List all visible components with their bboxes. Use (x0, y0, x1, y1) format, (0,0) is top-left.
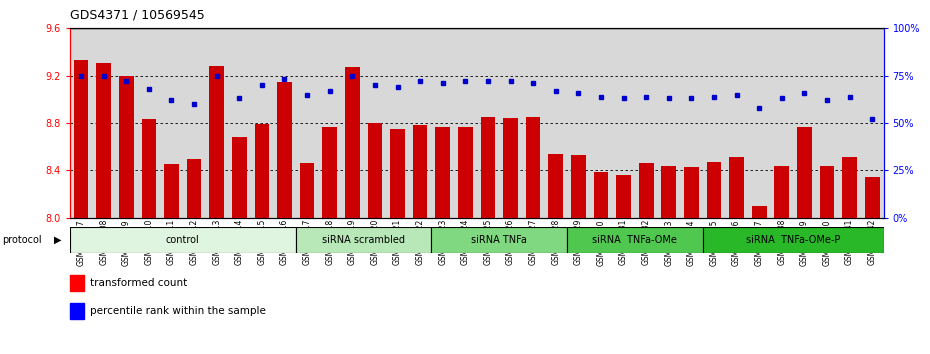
Bar (549, 154, 563, 218)
Text: percentile rank within the sample: percentile rank within the sample (90, 306, 266, 316)
Text: transformed count: transformed count (90, 278, 187, 288)
Bar (232, 137, 246, 218)
Text: siRNA TNFa: siRNA TNFa (472, 235, 527, 245)
Bar (119, 76, 134, 218)
Text: GDS4371 / 10569545: GDS4371 / 10569545 (70, 9, 205, 22)
Bar (435, 127, 450, 218)
Bar (729, 157, 744, 218)
Bar (684, 167, 698, 218)
Bar (299, 163, 314, 218)
Bar (639, 163, 654, 218)
Bar (367, 123, 382, 218)
Bar (164, 165, 179, 218)
Bar (323, 127, 337, 218)
Bar (413, 125, 428, 218)
FancyBboxPatch shape (70, 227, 296, 253)
FancyBboxPatch shape (432, 227, 567, 253)
FancyBboxPatch shape (703, 227, 884, 253)
Bar (345, 67, 360, 218)
Text: siRNA  TNFa-OMe: siRNA TNFa-OMe (592, 235, 677, 245)
Bar (707, 162, 722, 218)
Text: protocol: protocol (2, 235, 42, 245)
Bar (70, 303, 85, 319)
Bar (391, 129, 405, 218)
Bar (661, 166, 676, 218)
Bar (97, 63, 111, 218)
Text: siRNA  TNFa-OMe-P: siRNA TNFa-OMe-P (746, 235, 841, 245)
Bar (255, 124, 269, 218)
Bar (751, 206, 766, 218)
Bar (277, 81, 292, 218)
FancyBboxPatch shape (567, 227, 703, 253)
Bar (775, 166, 790, 218)
Bar (843, 157, 857, 218)
Bar (571, 155, 586, 218)
Bar (819, 166, 834, 218)
Bar (209, 66, 224, 218)
Text: control: control (166, 235, 200, 245)
Bar (187, 159, 202, 218)
Bar (481, 117, 496, 218)
Text: siRNA scrambled: siRNA scrambled (322, 235, 405, 245)
FancyBboxPatch shape (296, 227, 432, 253)
Bar (503, 118, 518, 218)
Bar (797, 127, 812, 218)
Bar (593, 172, 608, 218)
Bar (70, 275, 85, 291)
Text: ▶: ▶ (54, 235, 61, 245)
Bar (525, 117, 540, 218)
Bar (458, 127, 472, 218)
Bar (73, 60, 88, 218)
Bar (865, 177, 880, 218)
Bar (141, 119, 156, 218)
Bar (617, 175, 631, 218)
